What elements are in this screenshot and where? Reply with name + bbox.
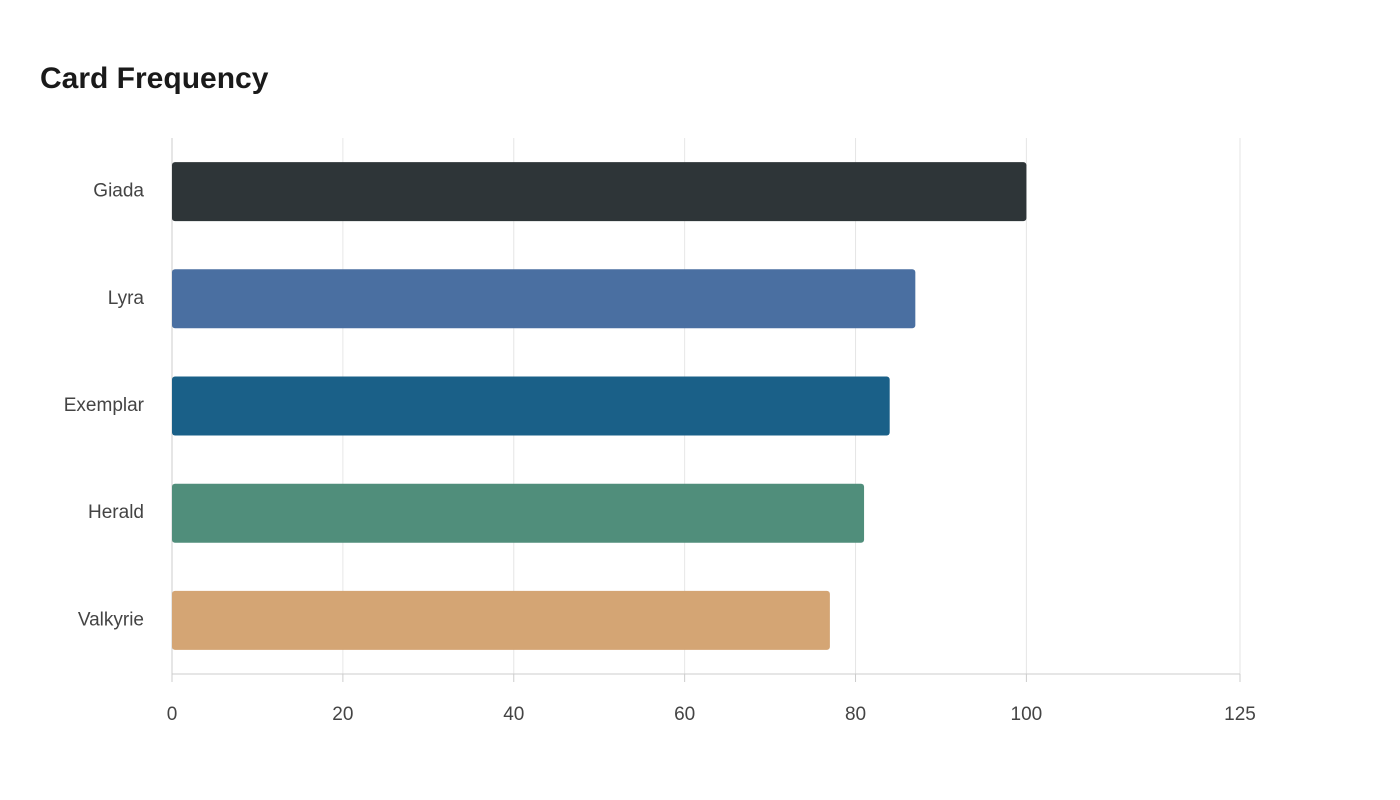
x-tick-label: 100 — [1011, 704, 1043, 725]
x-tick-label: 125 — [1224, 704, 1256, 725]
y-tick-label: Giada — [93, 181, 144, 202]
y-tick-label: Valkyrie — [78, 609, 144, 630]
x-tick-label: 40 — [503, 704, 524, 725]
x-tick-label: 20 — [332, 704, 353, 725]
x-tick-label: 80 — [845, 704, 866, 725]
x-tick-label: 0 — [167, 704, 178, 725]
bar — [172, 483, 865, 543]
bar — [172, 590, 830, 650]
x-tick-label: 60 — [674, 704, 695, 725]
y-tick-label: Herald — [88, 502, 144, 523]
bar — [172, 376, 890, 436]
bar — [172, 162, 1027, 222]
y-tick-label: Lyra — [108, 288, 145, 309]
chart-title: Card Frequency — [40, 62, 269, 95]
bar — [172, 269, 916, 329]
y-tick-label: Exemplar — [64, 395, 145, 416]
